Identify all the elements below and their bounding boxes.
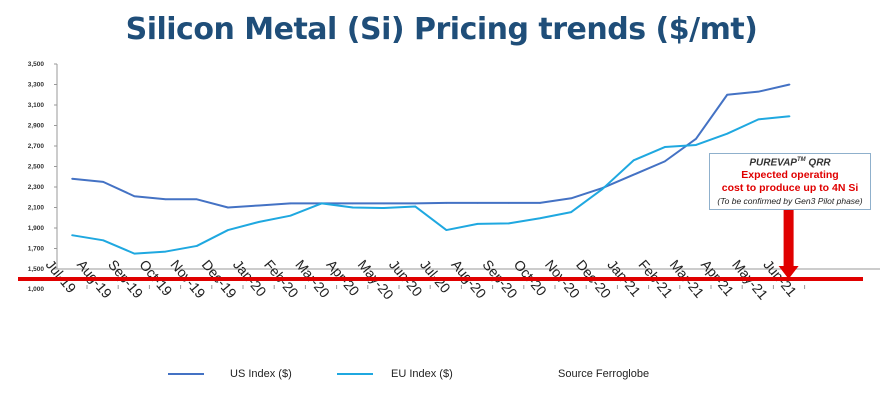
data-point bbox=[383, 207, 385, 209]
data-point bbox=[102, 239, 104, 242]
data-point bbox=[570, 211, 572, 213]
y-tick-label: 3,300 bbox=[28, 82, 45, 89]
y-tick-label: 3,100 bbox=[28, 102, 45, 109]
annotation-arrow-head bbox=[778, 266, 799, 279]
data-point bbox=[133, 195, 136, 198]
data-point bbox=[227, 206, 229, 209]
annotation-trademark: TM bbox=[796, 157, 806, 163]
x-tick-label: Jul-19 bbox=[43, 256, 80, 296]
annotation-note: (To be confirmed by Gen3 Pilot phase) bbox=[717, 196, 863, 207]
data-point bbox=[352, 202, 354, 205]
y-tick-label: 2,500 bbox=[28, 164, 45, 171]
data-point bbox=[508, 222, 510, 225]
legend-eu-swatch bbox=[337, 373, 373, 376]
data-point bbox=[352, 206, 354, 209]
data-point bbox=[476, 223, 479, 225]
y-tick-label: 2,300 bbox=[28, 184, 45, 191]
y-tick-label: 1,700 bbox=[28, 246, 45, 253]
legend-us-swatch bbox=[168, 373, 204, 376]
data-point bbox=[414, 202, 417, 205]
data-point bbox=[164, 198, 167, 201]
data-point bbox=[476, 202, 479, 204]
data-point bbox=[757, 90, 760, 93]
chart-title: Silicon Metal (Si) Pricing trends ($/mt) bbox=[125, 12, 758, 47]
legend-us: US Index ($) bbox=[168, 368, 292, 380]
series-line-us bbox=[71, 83, 790, 209]
y-tick-label: 2,900 bbox=[28, 123, 45, 130]
data-point bbox=[289, 214, 292, 217]
annotation-box: PUREVAPTM QRR Expected operating cost to… bbox=[709, 153, 871, 210]
data-point bbox=[258, 204, 261, 207]
data-point bbox=[445, 202, 448, 204]
data-point bbox=[788, 115, 791, 118]
data-point bbox=[664, 146, 666, 148]
data-point bbox=[102, 181, 104, 183]
annotation-line1: Expected operating bbox=[741, 169, 839, 182]
legend-eu-label: EU Index ($) bbox=[391, 368, 453, 380]
annotation-heading-text: PUREVAP bbox=[749, 157, 797, 169]
data-point bbox=[71, 234, 73, 236]
source-label: Source Ferroglobe bbox=[558, 368, 650, 380]
data-point bbox=[695, 144, 697, 146]
legend-eu: EU Index ($) bbox=[337, 368, 453, 380]
data-point bbox=[664, 160, 666, 163]
data-point bbox=[71, 178, 73, 180]
legend-us-label: US Index ($) bbox=[230, 368, 292, 380]
data-point bbox=[133, 252, 136, 255]
y-tick-label: 2,700 bbox=[28, 143, 45, 150]
data-point bbox=[414, 205, 417, 208]
data-point bbox=[632, 173, 635, 176]
data-point bbox=[196, 198, 198, 201]
data-point bbox=[601, 188, 604, 190]
y-tick-label: 2,100 bbox=[28, 205, 45, 212]
data-point bbox=[726, 132, 728, 135]
data-point bbox=[289, 202, 292, 205]
data-point bbox=[757, 118, 760, 121]
data-point bbox=[196, 245, 198, 247]
series-line-eu bbox=[71, 115, 790, 255]
data-point bbox=[445, 229, 448, 231]
data-point bbox=[539, 217, 541, 220]
data-point bbox=[383, 202, 385, 205]
data-point bbox=[570, 197, 572, 200]
annotation-arrow-shaft bbox=[783, 209, 794, 267]
data-point bbox=[227, 229, 229, 231]
annotation-line2: cost to produce up to 4N Si bbox=[721, 182, 859, 195]
data-point bbox=[788, 83, 791, 86]
y-axis-break-label: 1,000 bbox=[28, 286, 45, 293]
data-point bbox=[632, 159, 635, 162]
red-baseline bbox=[18, 277, 863, 281]
y-tick-label: 3,500 bbox=[28, 61, 45, 68]
y-tick-label: 1,500 bbox=[28, 266, 45, 273]
data-point bbox=[164, 250, 167, 253]
annotation-heading-suffix: QRR bbox=[805, 157, 831, 169]
data-point bbox=[320, 202, 323, 205]
data-point bbox=[695, 138, 697, 140]
data-point bbox=[539, 202, 541, 204]
data-point bbox=[726, 93, 728, 96]
y-tick-label: 1,900 bbox=[28, 225, 45, 232]
data-point bbox=[258, 221, 261, 223]
annotation-heading: PUREVAPTM QRR bbox=[710, 154, 870, 169]
data-point bbox=[508, 202, 510, 204]
